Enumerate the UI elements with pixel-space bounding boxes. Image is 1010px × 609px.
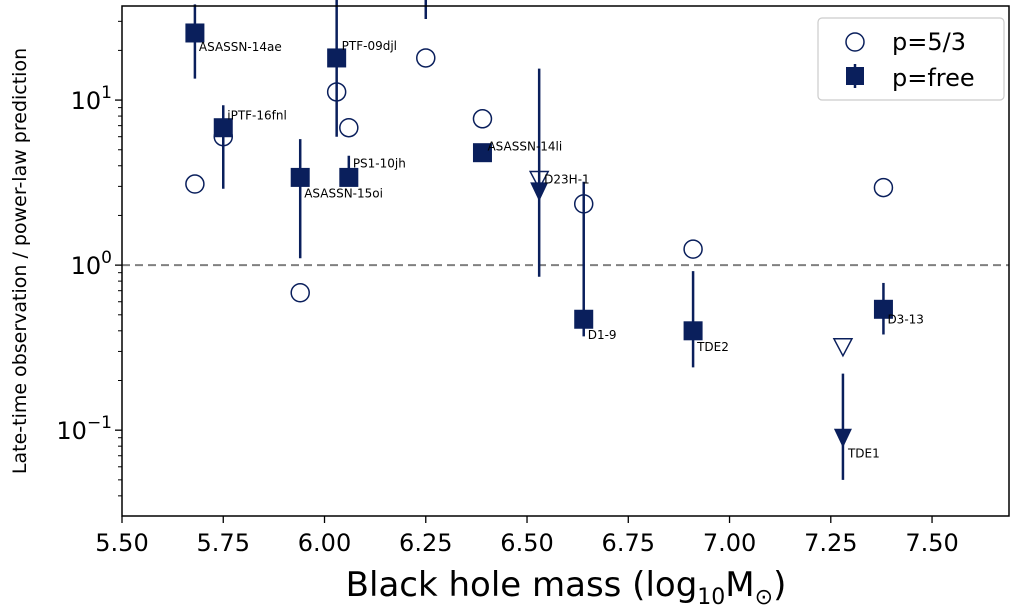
point-label: ASASSN-14li [487,140,562,154]
x-tick-label: 7.25 [804,529,857,557]
point-label: iPTF-16fnl [227,109,287,123]
y-axis-label: Late-time observation / power-law predic… [9,48,31,474]
y-tick-exponent: −1 [87,413,112,433]
legend-open-circle-marker [845,32,865,52]
legend: p=5/3 p=free [817,17,1005,101]
filled-square-point [339,167,359,187]
legend-entry-pfree: p=free [892,64,975,92]
marks-layer [185,0,894,480]
open-circle-point [472,109,493,129]
filled-square-point [683,321,703,341]
point-label: ASASSN-14ae [199,40,282,54]
x-tick-label: 6.75 [602,529,655,557]
legend-square-marker [846,67,864,85]
y-tick-label: 10−1 [56,413,112,445]
x-tick-label: 7.50 [905,529,958,557]
y-tick-exponent: 0 [101,248,112,268]
x-axis-label-sub: 10 [697,585,725,609]
plot-area-frame [121,5,1010,517]
point-label: PTF-09djl [342,39,397,53]
y-tick-base: 10 [71,252,102,280]
point-label: PS1-10jh [353,156,406,170]
open-circle-point [416,48,436,68]
x-axis-label-symbol: M [725,565,754,605]
filled-triangle-upper-limit [833,428,852,448]
y-tick-exponent: 1 [101,83,112,103]
point-label: TDE2 [696,340,729,354]
point-label: TDE1 [847,447,880,461]
filled-square-point [213,118,233,138]
point-label: D3-13 [887,312,923,326]
filled-square-point [873,299,893,319]
point-label: D1-9 [588,328,617,342]
y-tick-base: 10 [56,417,87,445]
y-axis: 10210110010−1 [56,20,122,497]
x-tick-label: 7.00 [703,529,756,557]
x-tick-label: 6.25 [399,529,452,557]
point-label: D23H-1 [544,172,590,186]
filled-square-point [327,48,347,68]
point-labels-layer: ASASSN-14ae iPTF-16fnl ASASSN-15oi PTF-09dj… [199,39,924,461]
x-axis-label-sun: ⊙ [755,585,773,609]
filled-square-point [472,143,492,163]
x-tick-label: 5.50 [95,529,148,557]
x-tick-label: 5.75 [197,529,250,557]
open-circle-point [683,239,703,259]
x-tick-label: 6.00 [298,529,351,557]
x-axis-label-close: ) [773,565,786,605]
open-circle-point [185,174,205,194]
open-triangle-upper-limit [832,338,854,358]
x-tick-label: 6.50 [500,529,553,557]
legend-entry-p53: p=5/3 [892,28,966,56]
filled-square-point [185,23,205,43]
filled-triangle-upper-limit [530,182,549,202]
filled-square-point [574,309,594,329]
open-circle-point [290,283,310,303]
filled-square-point [290,167,310,187]
open-circle-point [873,177,894,198]
y-tick-label: 100 [71,248,112,280]
point-label: ASASSN-15oi [304,186,383,200]
y-tick-label: 101 [71,83,112,115]
y-tick-base: 10 [71,87,102,115]
x-axis-label: Black hole mass (log10M⊙) [346,565,787,609]
open-circle-point [339,117,359,138]
x-axis-label-text: Black hole mass (log [346,565,698,605]
x-axis: 5.50 5.75 6.00 6.25 6.50 6.75 7.00 7.25 7.50 [95,516,959,557]
legend-box [817,17,1005,101]
